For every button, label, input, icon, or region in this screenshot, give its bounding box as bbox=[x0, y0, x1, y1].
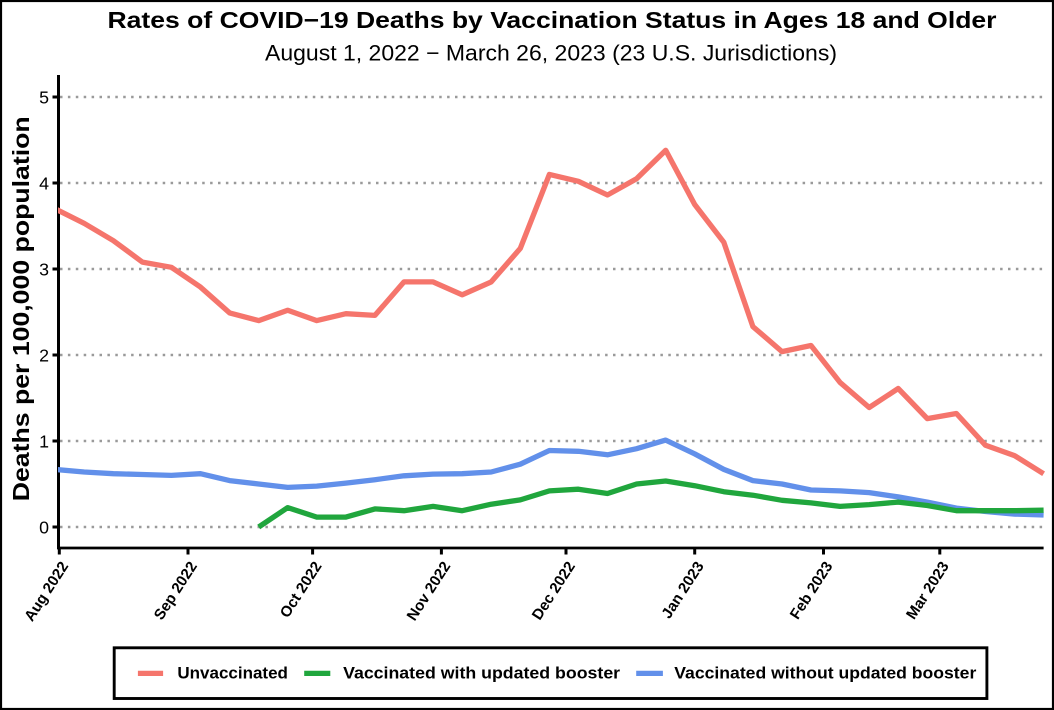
svg-text:Rates of COVID−19 Deaths by Va: Rates of COVID−19 Deaths by Vaccination … bbox=[108, 7, 997, 33]
svg-text:4: 4 bbox=[39, 174, 49, 194]
svg-text:3: 3 bbox=[39, 260, 49, 280]
svg-text:Deaths per 100,000 population: Deaths per 100,000 population bbox=[8, 116, 34, 501]
svg-text:1: 1 bbox=[39, 432, 49, 452]
svg-text:Vaccinated without updated boo: Vaccinated without updated booster bbox=[674, 663, 976, 682]
svg-text:2: 2 bbox=[39, 346, 49, 366]
svg-text:August 1, 2022 − March 26, 202: August 1, 2022 − March 26, 2023 (23 U.S.… bbox=[265, 40, 837, 65]
svg-text:5: 5 bbox=[39, 88, 49, 108]
svg-text:Unvaccinated: Unvaccinated bbox=[177, 663, 288, 682]
svg-text:0: 0 bbox=[39, 518, 49, 538]
svg-text:Vaccinated with updated booste: Vaccinated with updated booster bbox=[343, 663, 620, 682]
